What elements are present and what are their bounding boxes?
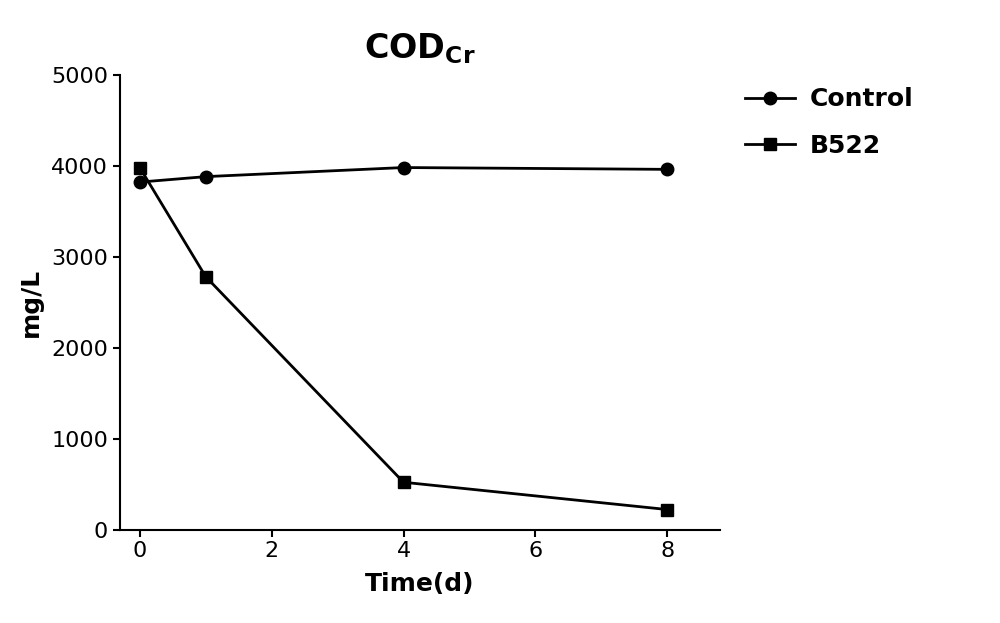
- B522: [200, 273, 212, 280]
- B522: [134, 164, 146, 171]
- Legend: Control, B522: Control, B522: [744, 87, 913, 158]
- Control: [134, 178, 146, 186]
- Y-axis label: mg/L: mg/L: [19, 268, 43, 336]
- Line: B522: B522: [134, 161, 674, 516]
- Control: [661, 166, 673, 173]
- Title: $\mathbf{COD_{Cr}}$: $\mathbf{COD_{Cr}}$: [364, 31, 476, 66]
- Control: [398, 164, 410, 171]
- B522: [398, 478, 410, 486]
- X-axis label: Time(d): Time(d): [365, 573, 475, 596]
- Line: Control: Control: [134, 161, 674, 188]
- B522: [661, 506, 673, 513]
- Control: [200, 173, 212, 181]
